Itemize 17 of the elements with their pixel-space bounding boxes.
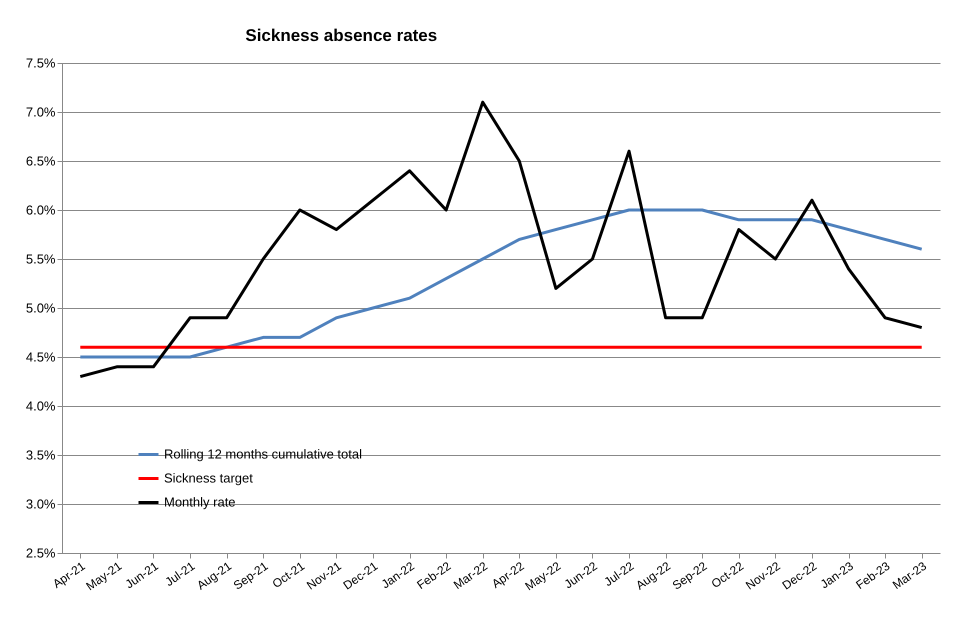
y-tick-label: 2.5% bbox=[26, 546, 56, 560]
y-tick-label: 3.0% bbox=[26, 496, 56, 512]
y-tick-label: 7.5% bbox=[26, 56, 56, 70]
legend-label: Rolling 12 months cumulative total bbox=[164, 446, 362, 462]
legend-label: Sickness target bbox=[164, 470, 254, 486]
y-tick-label: 7.0% bbox=[26, 104, 56, 120]
y-tick-label: 4.5% bbox=[26, 350, 56, 364]
chart-title: Sickness absence rates bbox=[245, 26, 438, 45]
legend-label: Monthly rate bbox=[164, 494, 236, 510]
y-tick-label: 5.0% bbox=[26, 300, 56, 316]
y-tick-label: 6.5% bbox=[26, 154, 56, 168]
y-tick-label: 4.0% bbox=[26, 398, 56, 414]
line-series bbox=[78, 100, 924, 378]
y-tick-label: 6.0% bbox=[26, 202, 56, 218]
y-tick-label: 3.5% bbox=[26, 448, 56, 462]
y-tick-label: 5.5% bbox=[26, 252, 56, 266]
line-series bbox=[78, 208, 924, 358]
